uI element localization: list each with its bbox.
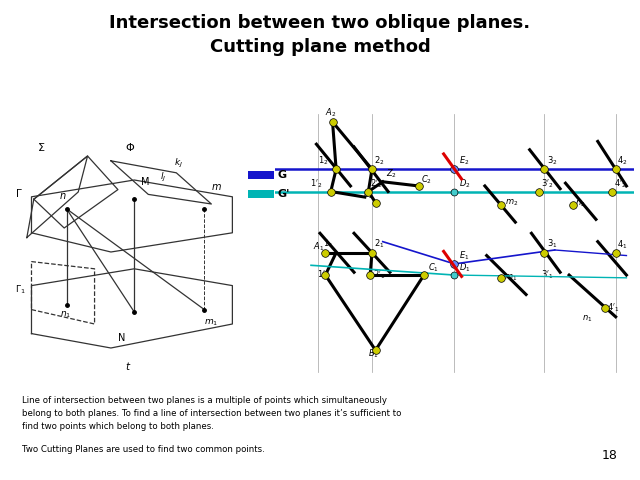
Text: $2_1$: $2_1$ [374, 238, 385, 250]
Text: M: M [141, 177, 150, 187]
Text: $\Gamma_1$: $\Gamma_1$ [15, 284, 26, 296]
Text: $4_2$: $4_2$ [618, 155, 628, 167]
Text: $m_2$: $m_2$ [506, 198, 518, 208]
Text: $1'_1$: $1'_1$ [317, 268, 330, 281]
Text: $D_2$: $D_2$ [459, 178, 470, 190]
Text: $1'_2$: $1'_2$ [310, 178, 323, 190]
Text: $2_2$: $2_2$ [374, 155, 385, 167]
Text: $D_1$: $D_1$ [459, 261, 470, 274]
Text: $3_1$: $3_1$ [547, 238, 557, 250]
Text: $n_1$: $n_1$ [60, 310, 71, 320]
Text: Line of intersection between two planes is a multiple of points which simultaneo: Line of intersection between two planes … [22, 396, 402, 431]
Text: $n_1$: $n_1$ [582, 313, 592, 324]
Text: $2'_2$: $2'_2$ [370, 178, 383, 190]
Text: $4_1$: $4_1$ [618, 238, 628, 251]
Text: $B_2$: $B_2$ [363, 189, 374, 201]
Text: $3'_1$: $3'_1$ [541, 269, 554, 281]
Text: $E_2$: $E_2$ [459, 155, 469, 167]
Text: Intersection between two oblique planes.
Cutting plane method: Intersection between two oblique planes.… [109, 14, 531, 56]
Text: $2'_1$: $2'_1$ [372, 269, 385, 281]
Text: $k_J$: $k_J$ [174, 157, 183, 170]
Text: $A_2$: $A_2$ [325, 107, 337, 119]
Text: $n_2$: $n_2$ [575, 198, 586, 209]
Text: $1_2$: $1_2$ [317, 155, 328, 167]
Text: $A_1$: $A_1$ [313, 240, 324, 253]
Text: $3_2$: $3_2$ [547, 155, 557, 167]
Text: $l_J$: $l_J$ [160, 171, 166, 184]
Text: n: n [60, 191, 66, 201]
Text: N: N [118, 333, 125, 343]
Text: G': G' [278, 189, 290, 199]
Text: m: m [211, 181, 221, 192]
Text: $B_1$: $B_1$ [369, 348, 379, 360]
Text: G: G [278, 170, 287, 180]
Text: $\Gamma$: $\Gamma$ [15, 187, 23, 199]
Text: Two Cutting Planes are used to find two common points.: Two Cutting Planes are used to find two … [22, 445, 265, 455]
Text: $m_1$: $m_1$ [204, 317, 219, 327]
Text: $Z_2$: $Z_2$ [385, 168, 397, 180]
Text: $3'_2$: $3'_2$ [541, 178, 554, 190]
Text: $\Sigma$: $\Sigma$ [36, 141, 45, 153]
Text: $1_1$: $1_1$ [323, 238, 333, 250]
Text: $C_1$: $C_1$ [428, 261, 438, 274]
Text: $E_1$: $E_1$ [459, 249, 469, 262]
Text: 18: 18 [602, 449, 618, 462]
Text: $\Phi$: $\Phi$ [125, 141, 134, 153]
Text: $C_2$: $C_2$ [421, 173, 433, 186]
Text: $4'_2$: $4'_2$ [614, 178, 627, 190]
Text: t: t [125, 361, 129, 372]
Text: $m_1$: $m_1$ [504, 272, 517, 283]
Text: $4'_1$: $4'_1$ [607, 301, 620, 314]
